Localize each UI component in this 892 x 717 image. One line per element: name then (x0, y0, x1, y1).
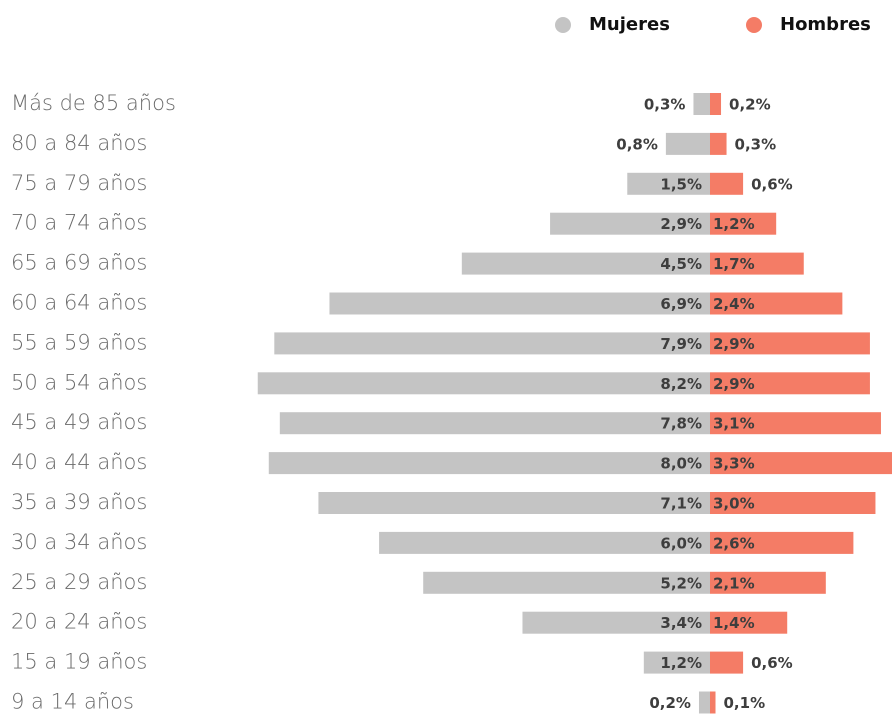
bar (693, 93, 710, 115)
value-label: 2,9% (713, 375, 755, 393)
value-label: 0,2% (729, 96, 771, 114)
bar (318, 492, 710, 514)
category-label: 50 a 54 años (11, 370, 147, 394)
value-label: 3,0% (713, 495, 755, 513)
bar (279, 412, 710, 435)
bar (274, 332, 710, 355)
legend-label: Hombres (780, 14, 871, 35)
value-label: 1,2% (713, 215, 755, 233)
value-label: 2,1% (713, 574, 755, 592)
value-label: 6,0% (660, 534, 702, 552)
bar (710, 571, 826, 594)
bar (710, 332, 870, 355)
bar (257, 372, 710, 395)
bar (710, 412, 881, 435)
value-label: 5,2% (660, 574, 702, 592)
bar (423, 571, 710, 594)
category-label: 65 a 69 años (11, 251, 147, 275)
bar (710, 452, 892, 475)
category-label: 25 a 29 años (11, 570, 147, 594)
bar (698, 691, 710, 714)
bar (550, 212, 710, 235)
bar (710, 132, 727, 155)
bar (710, 492, 876, 514)
value-label: 1,5% (660, 175, 702, 193)
category-label: 9 a 14 años (11, 690, 134, 714)
bar (627, 172, 710, 195)
value-label: 4,5% (660, 255, 702, 273)
value-label: 1,2% (660, 654, 702, 672)
bar (710, 93, 722, 115)
bar (268, 452, 710, 475)
value-label: 0,2% (649, 694, 691, 712)
bar (710, 372, 870, 395)
value-label: 0,1% (724, 694, 766, 712)
bar (710, 531, 854, 554)
category-label: 35 a 39 años (11, 490, 147, 514)
category-label: 20 a 24 años (11, 610, 147, 634)
legend-label: Mujeres (589, 14, 670, 35)
bar (379, 531, 710, 554)
bar (710, 212, 777, 235)
value-label: 0,6% (751, 175, 793, 193)
legend-swatch (555, 17, 571, 33)
category-label: 30 a 34 años (11, 530, 147, 554)
bar (710, 172, 744, 195)
value-label: 0,3% (644, 96, 686, 114)
category-label: 75 a 79 años (11, 171, 147, 195)
value-label: 7,8% (660, 415, 702, 433)
value-label: 3,4% (660, 614, 702, 632)
value-label: 0,8% (616, 135, 658, 153)
value-label: 2,9% (660, 215, 702, 233)
value-label: 6,9% (660, 295, 702, 313)
value-label: 1,7% (713, 255, 755, 273)
bar (710, 611, 788, 634)
value-label: 8,2% (660, 375, 702, 393)
value-label: 3,1% (713, 415, 755, 433)
value-label: 2,6% (713, 534, 755, 552)
value-label: 2,9% (713, 335, 755, 353)
category-label: Más de 85 años (11, 91, 176, 115)
legend-swatch (746, 17, 762, 33)
value-label: 7,1% (660, 495, 702, 513)
value-label: 8,0% (660, 455, 702, 473)
value-label: 0,6% (751, 654, 793, 672)
bar (665, 132, 710, 155)
category-label: 60 a 64 años (11, 291, 147, 315)
value-label: 3,3% (713, 455, 755, 473)
value-label: 7,9% (660, 335, 702, 353)
bar (710, 292, 843, 315)
category-label: 15 a 19 años (11, 650, 147, 674)
category-label: 40 a 44 años (11, 450, 147, 474)
value-label: 1,4% (713, 614, 755, 632)
bar (329, 292, 710, 315)
bar (643, 651, 710, 674)
value-label: 0,3% (735, 135, 777, 153)
bar (710, 691, 716, 714)
bar (522, 611, 710, 634)
bar (710, 651, 744, 674)
value-label: 2,4% (713, 295, 755, 313)
category-label: 80 a 84 años (11, 131, 147, 155)
category-label: 55 a 59 años (11, 330, 147, 354)
bar (710, 252, 804, 275)
category-label: 70 a 74 años (11, 211, 147, 235)
category-label: 45 a 49 años (11, 410, 147, 434)
bar (461, 252, 710, 275)
